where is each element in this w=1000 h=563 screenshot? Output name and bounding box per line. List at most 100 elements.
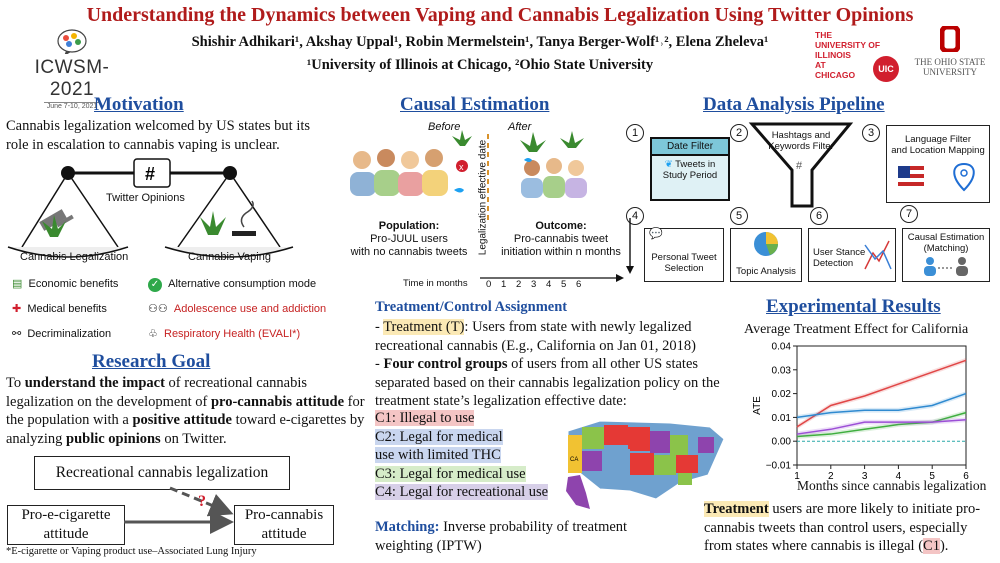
control-group-c2-cont: use with limited THC bbox=[375, 447, 501, 463]
y-tick-label: 0.00 bbox=[772, 437, 792, 448]
personal-tweet-box: 💬 Personal Tweet Selection bbox=[644, 228, 724, 282]
dag-node-pro-cannabis: Pro-cannabis attitude bbox=[234, 505, 334, 545]
population-line: with no cannabis tweets bbox=[350, 246, 468, 258]
x-tick-label: 2 bbox=[828, 471, 834, 482]
y-tick-label: −0.01 bbox=[766, 461, 792, 472]
step-number: 3 bbox=[862, 124, 880, 142]
balance-scale-diagram: # bbox=[7, 158, 294, 258]
money-icon: ▤ bbox=[12, 278, 23, 290]
speech-bubble-icon bbox=[57, 29, 87, 56]
series-line bbox=[796, 411, 967, 438]
twitter-bird-icon: ❦ bbox=[664, 159, 673, 170]
benefit-item: ▤ Economic benefits bbox=[12, 278, 119, 290]
step-number: 7 bbox=[900, 205, 918, 223]
poster-title: Understanding the Dynamics between Vapin… bbox=[86, 4, 914, 26]
footnote: *E-cigarette or Vaping product use–Assoc… bbox=[6, 546, 257, 557]
hashtags-label: Hashtags and Keywords Filter bbox=[768, 130, 834, 152]
after-label: After bbox=[508, 121, 532, 133]
author-list: Shishir Adhikari¹, Akshay Uppal¹, Robin … bbox=[191, 34, 769, 50]
results-heading: Experimental Results bbox=[766, 296, 941, 317]
benefit-item: ⚯ Decriminalization bbox=[12, 328, 112, 340]
results-conclusion: Treatment users are more likely to initi… bbox=[704, 501, 981, 554]
icwsm-dates: June 7-10, 2021 bbox=[44, 102, 100, 110]
plot-frame bbox=[796, 345, 967, 466]
time-tick: 5 bbox=[561, 279, 567, 290]
legalization-divider-label: Legalization effective date bbox=[477, 139, 489, 256]
time-tick: 1 bbox=[501, 279, 507, 290]
people-group-icon bbox=[350, 149, 448, 196]
ate-line-chart: 0.04 0.03 0.02 0.01 0.00 −0.011 2 3 4 5 6 ATE bbox=[752, 342, 969, 483]
uic-logo: THE UNIVERSITY OF ILLINOIS AT CHICAGO UI… bbox=[815, 30, 905, 82]
x-tick-label: 5 bbox=[929, 471, 935, 482]
x-tick-label: 1 bbox=[794, 471, 800, 482]
step-number: 1 bbox=[626, 124, 644, 142]
before-label: Before bbox=[428, 121, 461, 133]
research-goal-text: To understand the impact of recreational… bbox=[6, 375, 365, 447]
tweets-period-label: ❦ Tweets in Study Period bbox=[662, 159, 718, 181]
y-tick-label: 0.04 bbox=[772, 342, 792, 353]
treatment-label: Treatment (T) bbox=[383, 319, 465, 335]
date-filter-label: Date Filter bbox=[652, 139, 728, 156]
right-items: ✓ Alternative consumption mode ⚇⚇ Adoles… bbox=[148, 272, 326, 347]
topic-analysis-box: Topic Analysis bbox=[730, 228, 802, 282]
affiliations: ¹University of Illinois at Chicago, ²Ohi… bbox=[306, 57, 654, 73]
y-tick-label: 0.01 bbox=[772, 413, 792, 424]
control-groups: C1: Illegal to use C2: Legal for medical… bbox=[375, 409, 565, 502]
concern-item: ⚇⚇ Adolescence use and addiction bbox=[148, 303, 327, 315]
svg-text:x: x bbox=[459, 162, 464, 172]
matching-text: Matching: Inverse probability of treatme… bbox=[375, 519, 628, 554]
language-filter-box: Language Filter and Location Mapping bbox=[886, 125, 990, 203]
population-line: Pro-JUUL users bbox=[370, 233, 448, 245]
pipeline-arrow bbox=[626, 218, 634, 274]
dag-question-mark: ? bbox=[198, 493, 206, 510]
outcome-title: Outcome: bbox=[535, 220, 587, 232]
population-title: Population: bbox=[378, 220, 440, 232]
time-tick: 6 bbox=[576, 279, 582, 290]
outcome-block: Outcome: Pro-cannabis tweet initiation w… bbox=[496, 220, 626, 259]
control-group-c2: C2: Legal for medical bbox=[375, 428, 503, 445]
left-items: ▤ Economic benefits ✚ Medical benefits ⚯… bbox=[12, 272, 118, 347]
pie-chart-icon bbox=[754, 232, 778, 256]
scatter-icon bbox=[864, 240, 892, 270]
time-tick: 0 bbox=[486, 279, 492, 290]
control-group-c4: C4: Legal for recreational use bbox=[375, 484, 549, 500]
us-states-map: CA bbox=[566, 420, 725, 509]
benefit-item: ✚ Medical benefits bbox=[12, 303, 107, 315]
uic-line: AT bbox=[815, 60, 826, 70]
stance-detection-box: User Stance Detection bbox=[808, 228, 896, 282]
medical-cross-icon: ✚ bbox=[12, 303, 22, 315]
dag-node-e-cig: Pro-e-cigarette attitude bbox=[7, 505, 125, 545]
causal-matching-box: Causal Estimation (Matching) bbox=[902, 228, 990, 282]
time-tick: 4 bbox=[546, 279, 552, 290]
motivation-heading: Motivation bbox=[94, 94, 184, 115]
outcome-line: initiation within n months bbox=[501, 246, 621, 258]
population-block: Population: Pro-JUUL users with no canna… bbox=[344, 220, 474, 259]
step-number: 6 bbox=[810, 207, 828, 225]
twitter-opinions-label: Twitter Opinions bbox=[106, 192, 185, 204]
osu-line: UNIVERSITY bbox=[923, 67, 977, 77]
dag-node-legalization: Recreational cannabis legalization bbox=[34, 456, 290, 490]
people-group-icon bbox=[521, 158, 587, 198]
concern-item: ✓ Alternative consumption mode bbox=[148, 272, 326, 297]
uic-line: ILLINOIS bbox=[815, 50, 851, 60]
cannabis-leaf-icon bbox=[200, 211, 226, 235]
time-tick: 2 bbox=[516, 279, 522, 290]
assignment-heading: Treatment/Control Assignment bbox=[375, 299, 568, 315]
uic-line: UNIVERSITY OF bbox=[815, 40, 881, 50]
cannabis-leaf-icon bbox=[42, 215, 66, 237]
outcome-line: Pro-cannabis tweet bbox=[513, 233, 609, 245]
causal-heading: Causal Estimation bbox=[400, 94, 550, 115]
check-icon: ✓ bbox=[148, 278, 162, 292]
time-tick: 3 bbox=[531, 279, 537, 290]
funnel-icon bbox=[748, 122, 854, 208]
y-axis-label: ATE bbox=[752, 396, 763, 415]
dag-arrows bbox=[124, 486, 234, 534]
x-tick-label: 6 bbox=[963, 471, 969, 482]
uic-line: CHICAGO bbox=[815, 70, 856, 80]
hash-symbol: # bbox=[796, 160, 803, 172]
y-tick-label: 0.03 bbox=[772, 365, 792, 376]
step-number: 5 bbox=[730, 207, 748, 225]
flag-and-pin-icons bbox=[898, 162, 975, 192]
population-illustration: x bbox=[350, 130, 587, 220]
